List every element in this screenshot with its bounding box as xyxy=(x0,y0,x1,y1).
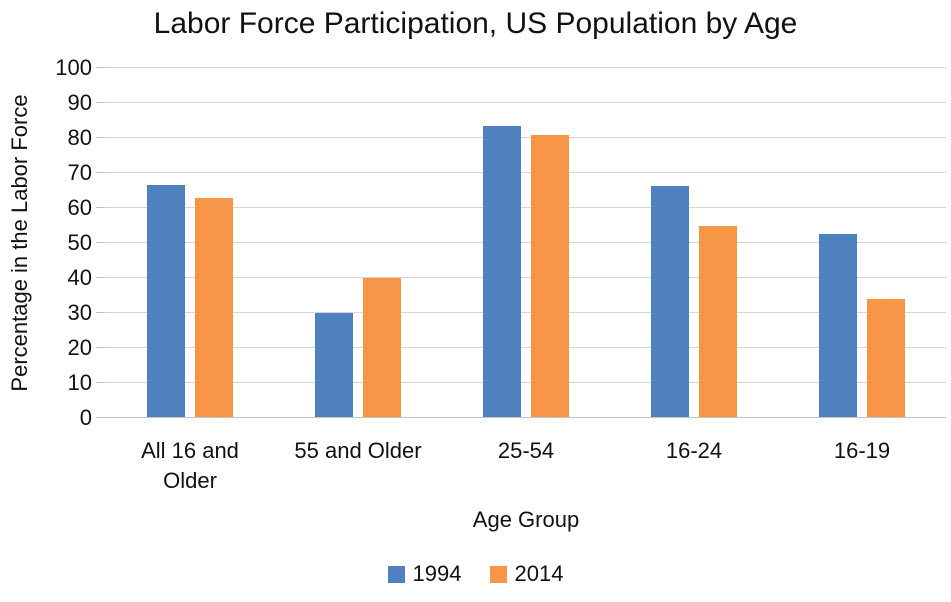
gridline xyxy=(106,172,946,173)
y-axis-tick-mark xyxy=(96,242,106,243)
y-tick-label-70: 70 xyxy=(67,160,92,185)
y-axis-tick-mark xyxy=(96,277,106,278)
gridline xyxy=(106,277,946,278)
bar-1994-16-24 xyxy=(651,185,689,418)
y-axis-tick-mark xyxy=(96,417,106,418)
bar-group-16-19 xyxy=(778,68,946,418)
bar-2014-16-24 xyxy=(699,225,737,418)
gridline xyxy=(106,102,946,103)
y-tick-label-90: 90 xyxy=(67,90,92,115)
y-tick-label-80: 80 xyxy=(67,125,92,150)
legend-label: 1994 xyxy=(412,561,462,586)
legend-item-2014: 2014 xyxy=(489,561,564,587)
legend-label: 2014 xyxy=(514,561,564,586)
y-tick-label-100: 100 xyxy=(55,55,92,80)
bar-group-55-and-older xyxy=(274,68,442,418)
legend: 1994 2014 xyxy=(0,561,951,587)
y-axis-tick-mark xyxy=(96,102,106,103)
chart-title: Labor Force Participation, US Population… xyxy=(153,7,798,40)
bar-2014-all-16-and-older xyxy=(195,197,233,418)
x-axis-line xyxy=(106,417,946,418)
y-axis-tick-mark xyxy=(96,207,106,208)
gridline xyxy=(106,242,946,243)
y-tick-label-30: 30 xyxy=(67,300,92,325)
x-axis-title: Age Group xyxy=(472,507,580,532)
bar-group-16-24 xyxy=(610,68,778,418)
bar-1994-all-16-and-older xyxy=(147,184,185,418)
legend-swatch-icon xyxy=(387,565,405,583)
y-tick-label-40: 40 xyxy=(67,265,92,290)
plot-area xyxy=(96,67,946,418)
x-category-label-text: 16-24 xyxy=(665,438,723,463)
legend-swatch-icon xyxy=(489,565,507,583)
gridline xyxy=(106,67,946,68)
gridline xyxy=(106,207,946,208)
x-category-label-16-19: 16-19 xyxy=(778,436,946,466)
legend-item-1994: 1994 xyxy=(387,561,462,587)
y-axis-tick-mark xyxy=(96,137,106,138)
y-tick-label-10: 10 xyxy=(67,370,92,395)
y-axis-tick-mark xyxy=(96,312,106,313)
x-category-label-25-54: 25-54 xyxy=(442,436,610,466)
x-category-label-all-16-and-older: All 16 and Older xyxy=(106,436,274,496)
x-category-label-55-and-older: 55 and Older xyxy=(274,436,442,466)
bar-1994-16-19 xyxy=(819,233,857,418)
y-tick-label-60: 60 xyxy=(67,195,92,220)
gridline xyxy=(106,137,946,138)
y-tick-label-20: 20 xyxy=(67,335,92,360)
bar-group-all-16-and-older xyxy=(106,68,274,418)
bar-2014-25-54 xyxy=(531,134,569,418)
bar-group-25-54 xyxy=(442,68,610,418)
y-tick-label-0: 0 xyxy=(79,405,92,430)
bar-2014-16-19 xyxy=(867,299,905,418)
x-category-label-text: 16-19 xyxy=(833,438,891,463)
y-axis-tick-mark xyxy=(96,347,106,348)
y-tick-label-50: 50 xyxy=(67,230,92,255)
bar-2014-55-and-older xyxy=(363,278,401,418)
x-category-label-text: 25-54 xyxy=(497,438,555,463)
bar-1994-25-54 xyxy=(483,126,521,418)
x-category-label-text: All 16 and Older xyxy=(141,438,239,493)
y-axis-tick-mark xyxy=(96,382,106,383)
gridline xyxy=(106,312,946,313)
gridline xyxy=(106,382,946,383)
y-axis-tick-mark xyxy=(96,67,106,68)
y-axis-tick-mark xyxy=(96,172,106,173)
gridline xyxy=(106,347,946,348)
x-category-label-text: 55 and Older xyxy=(294,438,422,463)
x-category-label-16-24: 16-24 xyxy=(610,436,778,466)
bar-1994-55-and-older xyxy=(315,312,353,418)
